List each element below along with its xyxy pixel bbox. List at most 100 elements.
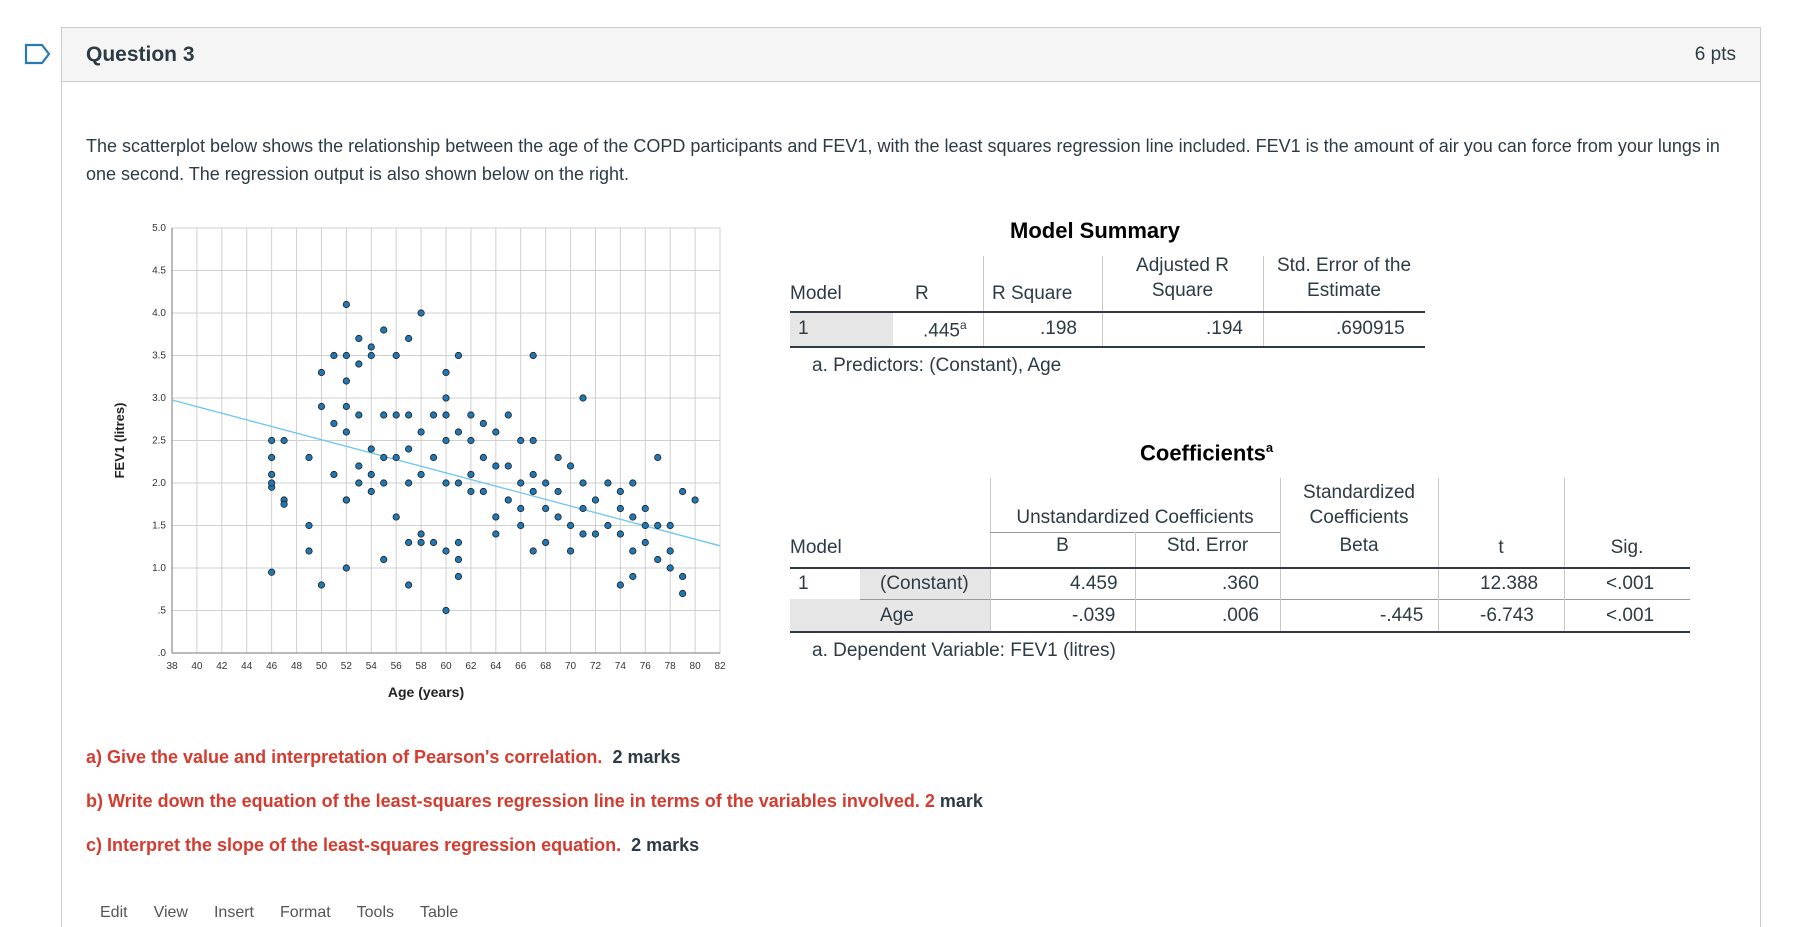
x-tick-label: 58 [416,661,428,672]
data-point [504,496,512,504]
data-point [467,470,475,479]
y-tick-label: 1.0 [152,563,166,574]
coef-row1-se: .360 [1222,573,1259,594]
data-point [442,606,450,615]
x-tick-label: 72 [590,661,602,672]
data-point [479,487,487,496]
toolbar-view[interactable]: View [153,904,188,921]
data-point [442,436,450,445]
x-tick-label: 52 [341,661,353,672]
data-point [529,351,537,360]
data-point [492,513,500,521]
data-point [542,538,550,547]
data-point [654,521,662,530]
data-point [268,470,276,479]
coef-row1-term: (Constant) [880,573,969,594]
y-tick-label: 4.5 [152,266,166,277]
coef-header-std2: Coefficients [1309,507,1409,528]
regression-output: Model Summary Adjusted R Square Std. Err… [790,210,1690,680]
regression-line [171,399,721,547]
data-point [479,453,487,462]
ms-row-r: .445a [923,318,967,342]
y-tick-label: 5.0 [152,223,166,234]
data-point [380,453,388,462]
data-point [268,436,276,445]
ms-header-rsq: R Square [992,283,1073,304]
coef-row2-sig: <.001 [1606,605,1655,626]
toolbar-insert[interactable]: Insert [213,904,254,921]
data-point [392,411,400,419]
coef-row2-term: Age [880,605,914,626]
coef-row1-b: 4.459 [1070,573,1118,594]
data-point [380,479,388,487]
coef-row2-b: -.039 [1072,605,1116,626]
data-point [654,555,662,564]
coef-header-beta: Beta [1339,535,1379,556]
question-header: Question 3 6 pts [62,28,1760,82]
data-point [629,572,637,581]
data-point [280,436,288,445]
x-tick-label: 76 [640,661,652,672]
toolbar-format[interactable]: Format [279,904,331,921]
data-point [268,479,276,487]
data-point [317,368,326,377]
x-tick-label: 60 [440,661,452,672]
flag-icon[interactable] [24,43,52,65]
x-tick-label: 50 [316,661,328,672]
data-point [517,479,525,487]
x-tick-label: 68 [540,661,552,672]
ms-row-se: .690915 [1336,318,1405,339]
data-point [355,479,363,487]
x-tick-label: 78 [665,661,677,672]
coef-row1-model: 1 [798,573,809,594]
data-point [529,436,537,445]
data-point [492,530,500,538]
data-point [330,419,338,428]
coef-row1-sig: <.001 [1606,573,1655,594]
data-point [305,547,313,555]
data-point [679,589,687,598]
data-point [342,496,350,504]
data-point [367,470,375,479]
data-point [355,360,363,368]
data-point [417,309,425,317]
x-tick-label: 80 [690,661,702,672]
data-point [442,411,450,419]
data-point [380,411,388,419]
x-tick-label: 46 [266,661,278,672]
data-point [529,470,537,479]
model-summary-title: Model Summary [1010,218,1180,243]
data-point [517,504,525,513]
toolbar-table[interactable]: Table [420,904,459,921]
data-point [442,547,450,555]
data-point [616,504,624,513]
question-parts: a) Give the value and interpretation of … [86,735,983,867]
data-point [604,521,612,530]
coef-footnote: a. Dependent Variable: FEV1 (litres) [812,640,1116,661]
data-point [367,445,375,453]
data-point [554,453,562,462]
data-point [629,479,637,487]
coef-row2-beta: -.445 [1380,605,1424,626]
y-tick-label: 2.0 [152,478,166,489]
data-point [342,428,350,436]
data-point [417,428,425,436]
scatter-plot: 38 40 42 44 46 48 50 52 54 56 58 60 62 64 66 68 70 72 74 76… [112,223,726,700]
data-point [554,513,562,521]
x-tick-label: 44 [241,661,253,672]
data-point [529,487,537,496]
question-card: Question 3 6 pts [61,27,1761,927]
toolbar-edit[interactable]: Edit [100,904,128,921]
data-point [629,513,637,521]
coef-row2-t: -6.743 [1480,605,1534,626]
data-point [317,581,326,589]
y-tick-label: .0 [158,648,167,659]
x-tick-label: 82 [714,661,726,672]
data-point [405,411,413,419]
toolbar-tools[interactable]: Tools [356,904,395,921]
ms-header-se2: Estimate [1307,280,1381,301]
data-point [542,479,550,487]
y-axis-label: FEV1 (litres) [112,403,127,479]
data-point [579,504,587,513]
coef-header-t: t [1498,537,1504,558]
